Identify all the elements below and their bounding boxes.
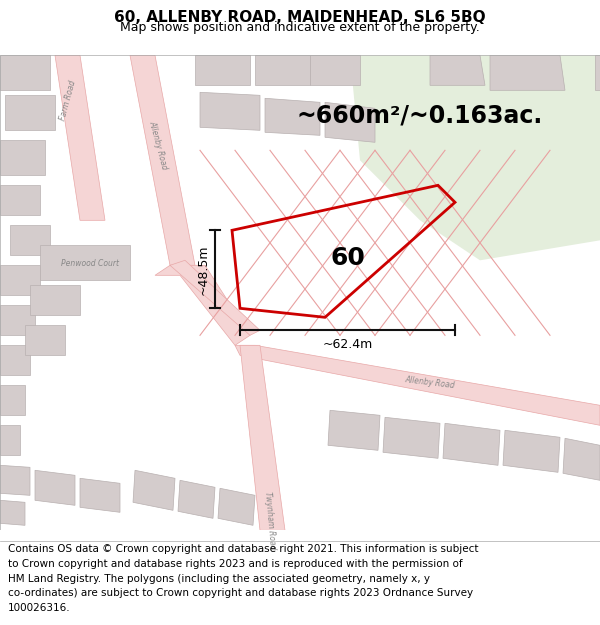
Polygon shape (218, 488, 255, 525)
Text: Allenby Road: Allenby Road (147, 120, 169, 171)
Polygon shape (235, 345, 600, 425)
Polygon shape (130, 55, 195, 265)
Polygon shape (0, 55, 50, 90)
Polygon shape (40, 245, 130, 280)
Polygon shape (0, 500, 25, 525)
Polygon shape (240, 345, 285, 530)
Polygon shape (595, 55, 600, 90)
Text: Allenby Road: Allenby Road (404, 375, 455, 390)
Text: Farm Road: Farm Road (58, 79, 77, 121)
Text: Penwood Court: Penwood Court (61, 259, 119, 268)
Polygon shape (328, 410, 380, 450)
Polygon shape (563, 438, 600, 480)
Polygon shape (0, 425, 20, 455)
Text: 60: 60 (331, 246, 365, 270)
Polygon shape (325, 102, 375, 142)
Polygon shape (35, 470, 75, 505)
Polygon shape (490, 55, 565, 90)
Polygon shape (55, 55, 105, 220)
Text: HM Land Registry. The polygons (including the associated geometry, namely x, y: HM Land Registry. The polygons (includin… (8, 574, 430, 584)
Polygon shape (155, 265, 250, 345)
Polygon shape (25, 325, 65, 355)
Polygon shape (430, 55, 485, 85)
Polygon shape (5, 95, 55, 130)
Polygon shape (443, 423, 500, 465)
Polygon shape (133, 470, 175, 510)
Polygon shape (30, 285, 80, 315)
Polygon shape (0, 265, 40, 295)
Polygon shape (0, 305, 35, 335)
Text: ~660m²/~0.163ac.: ~660m²/~0.163ac. (297, 103, 543, 127)
Polygon shape (0, 185, 40, 215)
Polygon shape (350, 55, 600, 260)
Polygon shape (265, 98, 320, 135)
Polygon shape (0, 465, 30, 495)
Polygon shape (10, 225, 50, 255)
Text: 100026316.: 100026316. (8, 603, 70, 613)
Text: to Crown copyright and database rights 2023 and is reproduced with the permissio: to Crown copyright and database rights 2… (8, 559, 463, 569)
Polygon shape (383, 418, 440, 458)
Text: 60, ALLENBY ROAD, MAIDENHEAD, SL6 5BQ: 60, ALLENBY ROAD, MAIDENHEAD, SL6 5BQ (114, 10, 486, 25)
Text: Map shows position and indicative extent of the property.: Map shows position and indicative extent… (120, 21, 480, 34)
Polygon shape (255, 55, 310, 85)
Polygon shape (0, 345, 30, 375)
Polygon shape (195, 55, 250, 85)
Text: Twynham Road: Twynham Road (263, 491, 277, 550)
Polygon shape (310, 55, 360, 85)
Text: ~48.5m: ~48.5m (197, 244, 209, 294)
Text: co-ordinates) are subject to Crown copyright and database rights 2023 Ordnance S: co-ordinates) are subject to Crown copyr… (8, 588, 473, 598)
Text: Contains OS data © Crown copyright and database right 2021. This information is : Contains OS data © Crown copyright and d… (8, 544, 478, 554)
Polygon shape (80, 478, 120, 512)
Polygon shape (0, 140, 45, 175)
Text: ~62.4m: ~62.4m (322, 338, 373, 351)
Polygon shape (170, 260, 260, 335)
Polygon shape (200, 92, 260, 130)
Polygon shape (178, 480, 215, 518)
Polygon shape (503, 430, 560, 472)
Polygon shape (0, 385, 25, 415)
